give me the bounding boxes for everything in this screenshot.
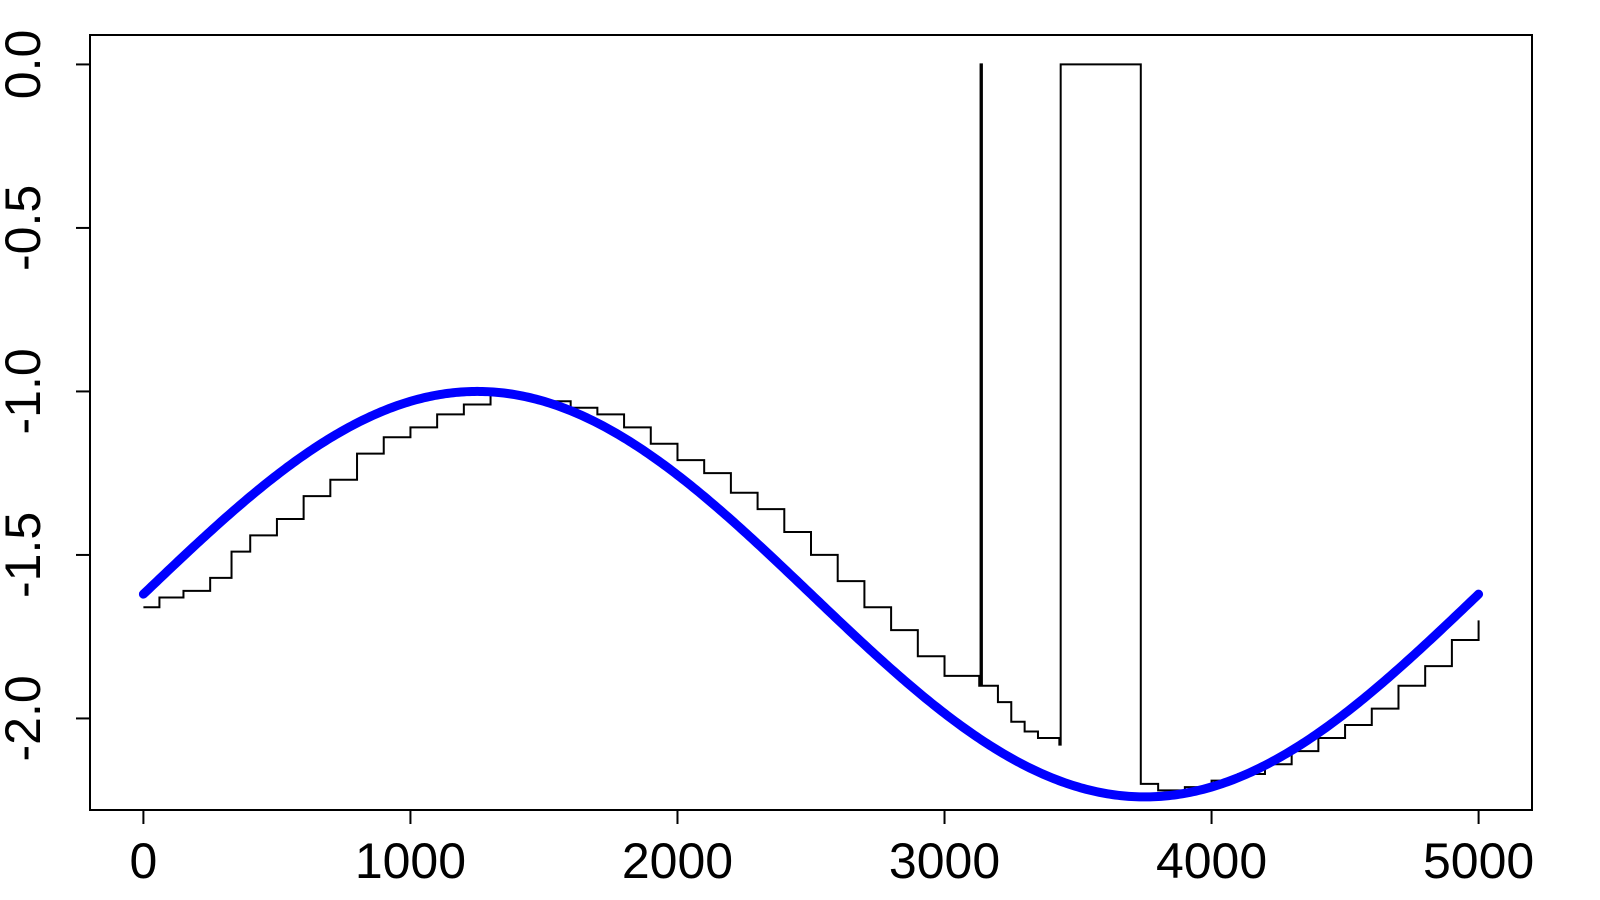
x-tick-label: 0 (130, 833, 158, 889)
plot-frame (89, 34, 1533, 811)
x-axis: 0 1000 2000 3000 4000 5000 (130, 810, 1534, 889)
series-true-curve (138, 386, 1484, 802)
series-layer (138, 63, 1484, 802)
x-tick-label: 3000 (889, 833, 1000, 889)
y-tick-label: -2.0 (0, 675, 51, 761)
y-tick-label: -1.5 (0, 512, 51, 598)
x-tick-label: 4000 (1156, 833, 1267, 889)
y-tick-label: -0.5 (0, 185, 51, 271)
y-tick-label: 0.0 (0, 30, 51, 100)
x-tick-label: 2000 (622, 833, 733, 889)
x-tick-label: 1000 (355, 833, 466, 889)
x-tick-label: 5000 (1423, 833, 1534, 889)
y-axis: 0.0 -0.5 -1.0 -1.5 -2.0 (0, 30, 90, 762)
y-tick-label: -1.0 (0, 348, 51, 434)
